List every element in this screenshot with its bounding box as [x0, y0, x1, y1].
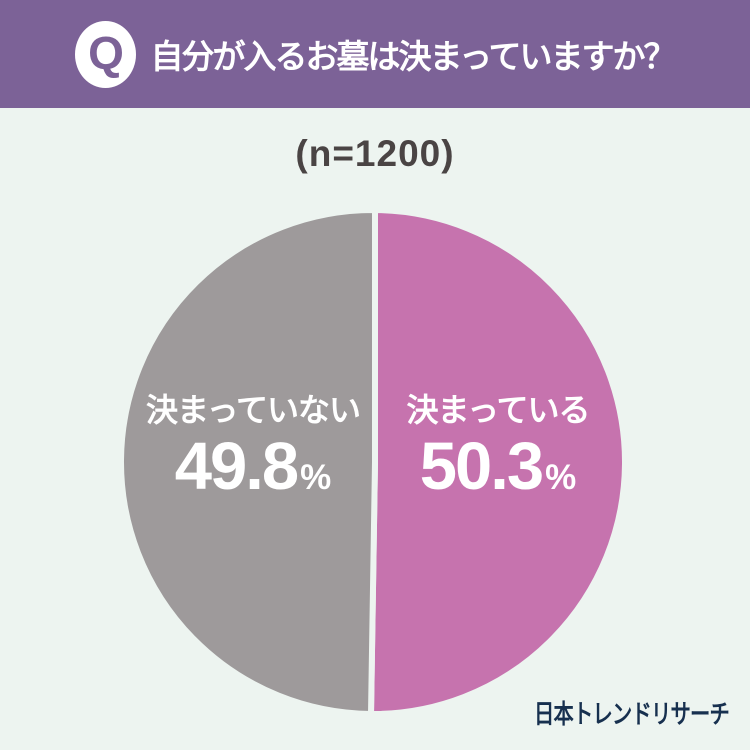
- question-icon: Q: [75, 20, 137, 88]
- pie-slice-decided: [368, 207, 628, 718]
- pie-slice-undecided: [118, 206, 378, 717]
- question-header: Q 自分が入るお墓は決まっていますか？: [0, 0, 750, 108]
- q-letter: Q: [88, 27, 124, 79]
- question-title: 自分が入るお墓は決まっていますか？: [150, 38, 676, 75]
- source-logo: 日本トレンドリサーチ: [533, 699, 730, 729]
- sample-size-label: (n=1200): [295, 133, 455, 174]
